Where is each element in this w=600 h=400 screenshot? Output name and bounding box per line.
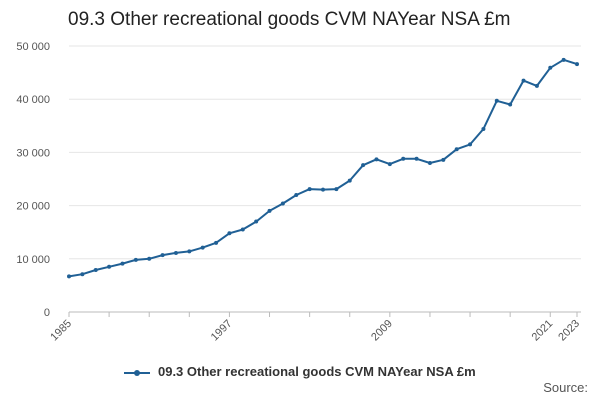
data-point [173, 250, 178, 255]
grid [69, 45, 581, 313]
data-point [454, 147, 459, 152]
data-point [120, 261, 125, 266]
data-point [427, 161, 432, 166]
data-point [561, 57, 566, 62]
data-point [414, 156, 419, 161]
chart-title: 09.3 Other recreational goods CVM NAYear… [68, 9, 511, 30]
data-point [93, 267, 98, 272]
data-point [334, 187, 339, 192]
data-point [80, 272, 85, 277]
data-point [160, 253, 165, 258]
data-point [508, 102, 513, 107]
data-point [321, 187, 325, 192]
x-tick-label: 2021 [530, 318, 556, 344]
data-point [494, 98, 499, 103]
data-point [67, 274, 71, 279]
data-point [280, 201, 285, 206]
y-tick-label: 10 000 [16, 254, 50, 266]
x-tick-label: 2009 [369, 318, 395, 344]
data-point [401, 156, 406, 161]
x-tick-label: 1985 [48, 318, 74, 344]
data-point [347, 178, 352, 183]
data-point [575, 62, 579, 67]
x-tick-label: 2023 [556, 318, 582, 344]
data-point [374, 157, 379, 162]
legend[interactable]: 09.3 Other recreational goods CVM NAYear… [0, 364, 600, 379]
legend-label: 09.3 Other recreational goods CVM NAYear… [157, 364, 476, 379]
data-point [200, 245, 205, 250]
data-point [521, 78, 526, 83]
data-point [361, 163, 366, 168]
y-tick-label: 50 000 [16, 41, 50, 53]
data-point [133, 257, 138, 262]
data-point [387, 162, 392, 167]
series [67, 57, 579, 279]
y-tick-label: 40 000 [16, 94, 50, 106]
data-point [214, 240, 219, 245]
data-point [468, 142, 473, 147]
data-point [307, 187, 312, 192]
legend-marker-icon [124, 367, 151, 379]
data-point [227, 231, 232, 236]
x-tick-label: 1997 [209, 318, 235, 344]
y-tick-label: 20 000 [16, 201, 50, 213]
data-point [294, 192, 299, 197]
data-point [254, 219, 259, 224]
series-line [68, 58, 578, 278]
data-point [147, 256, 152, 261]
y-tick-label: 30 000 [16, 147, 50, 159]
data-point [481, 126, 486, 131]
axes: 0 10 000 20 000 30 000 40 000 50 000 1985 1997 2… [16, 41, 582, 343]
data-point [548, 65, 553, 70]
data-point [240, 227, 245, 232]
data-point [534, 83, 539, 88]
y-tick-label: 0 [44, 307, 50, 319]
data-point [267, 208, 272, 213]
source-label: Source: [543, 380, 588, 395]
data-point [107, 264, 112, 269]
data-point [187, 249, 192, 254]
data-point [441, 157, 446, 162]
